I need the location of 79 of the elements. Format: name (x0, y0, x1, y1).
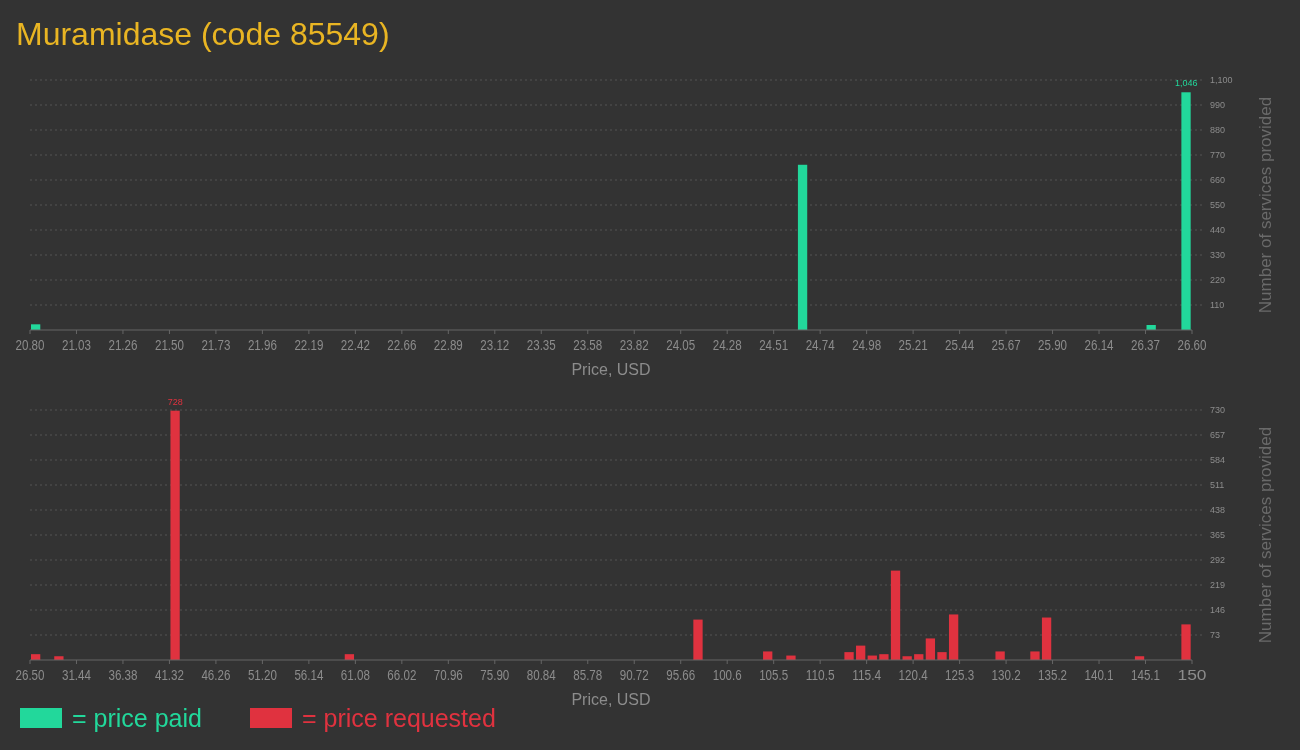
x-tick-label: 25.90 (1038, 336, 1076, 353)
x-tick-label: 70.96 (433, 666, 472, 683)
x-tick-label: 56.14 (294, 666, 332, 683)
y-tick-label: 770 (1210, 150, 1226, 160)
x-tick-label: 31.44 (61, 666, 100, 683)
y-tick-label: 584 (1210, 455, 1226, 465)
x-tick-label: 26.37 (1131, 336, 1169, 353)
x-tick-label: 145.1 (1131, 666, 1169, 683)
x-tick-label: 22.89 (433, 336, 472, 353)
x-tick-label: 115.4 (852, 666, 889, 683)
y-tick-label: 657 (1210, 430, 1226, 440)
y-tick-label: 220 (1210, 275, 1226, 285)
legend-label: = price paid (72, 704, 202, 732)
x-tick-label: 25.44 (945, 336, 983, 353)
y-tick-label: 110 (1210, 300, 1225, 310)
x-tick-label: 125.3 (945, 666, 983, 683)
y-tick-label: 330 (1210, 250, 1226, 260)
legend-label: = price requested (302, 704, 496, 732)
x-tick-label: 24.51 (759, 336, 797, 353)
x-tick-label: 130.2 (991, 666, 1030, 683)
x-tick-label: 24.74 (805, 336, 844, 353)
x-tick-label: 46.26 (201, 666, 239, 683)
x-tick-label: 26.50 (15, 666, 54, 683)
y-tick-label: 219 (1210, 580, 1226, 590)
y-tick-label: 511 (1210, 480, 1225, 490)
y-tick-label: 438 (1210, 505, 1226, 515)
y-tick-label: 880 (1210, 125, 1226, 135)
chart-title: Muramidase (code 85549) (16, 16, 390, 52)
x-tick-label: 105.5 (759, 666, 797, 683)
x-tick-label: 61.08 (340, 666, 379, 683)
x-tick-label: 24.98 (852, 336, 890, 353)
x-tick-label: 24.05 (666, 336, 704, 353)
y-tick-label: 73 (1210, 630, 1221, 640)
x-tick-label: 150 (1177, 666, 1207, 683)
y-tick-label: 990 (1210, 100, 1226, 110)
y-tick-label: 1,100 (1210, 75, 1233, 85)
x-tick-label: 22.19 (294, 336, 332, 353)
y-tick-label: 550 (1210, 200, 1226, 210)
x-tick-label: 135.2 (1038, 666, 1076, 683)
x-tick-label: 21.73 (201, 336, 239, 353)
x-tick-label: 21.50 (154, 336, 193, 353)
y-tick-label: 660 (1210, 175, 1226, 185)
x-tick-label: 21.26 (108, 336, 147, 353)
x-tick-label: 21.96 (247, 336, 286, 353)
x-tick-label: 75.90 (480, 666, 518, 683)
x-tick-label: 51.20 (247, 666, 286, 683)
x-tick-label: 23.12 (480, 336, 518, 353)
x-tick-label: 26.14 (1084, 336, 1123, 353)
y-tick-label: 365 (1210, 530, 1226, 540)
x-tick-label: 120.4 (898, 666, 937, 683)
y-tick-label: 730 (1210, 405, 1226, 415)
y-tick-label: 292 (1210, 555, 1226, 565)
x-tick-label: 26.60 (1177, 336, 1216, 353)
x-tick-label: 95.66 (666, 666, 704, 683)
x-tick-label: 140.1 (1084, 666, 1123, 683)
x-axis-title: Price, USD (571, 691, 651, 708)
x-tick-label: 20.80 (15, 336, 54, 353)
x-tick-label: 22.42 (340, 336, 379, 353)
x-tick-label: 66.02 (387, 666, 425, 683)
x-tick-label: 23.82 (619, 336, 658, 353)
x-tick-label: 23.58 (573, 336, 611, 353)
x-tick-label: 80.84 (526, 666, 565, 683)
data-label: 728 (167, 396, 183, 407)
y-tick-label: 440 (1210, 225, 1226, 235)
data-label: 1,046 (1174, 78, 1198, 89)
x-axis-title: Price, USD (571, 361, 651, 378)
x-tick-label: 36.38 (108, 666, 147, 683)
x-tick-label: 21.03 (61, 336, 100, 353)
x-tick-label: 110.5 (805, 666, 843, 683)
x-tick-label: 85.78 (573, 666, 611, 683)
x-tick-label: 24.28 (712, 336, 751, 353)
x-tick-label: 41.32 (154, 666, 193, 683)
y-tick-label: 146 (1210, 605, 1226, 615)
x-tick-label: 25.67 (991, 336, 1030, 353)
x-tick-label: 22.66 (387, 336, 425, 353)
x-tick-label: 23.35 (526, 336, 565, 353)
x-tick-label: 100.6 (712, 666, 751, 683)
x-tick-label: 25.21 (898, 336, 937, 353)
x-tick-label: 90.72 (619, 666, 658, 683)
